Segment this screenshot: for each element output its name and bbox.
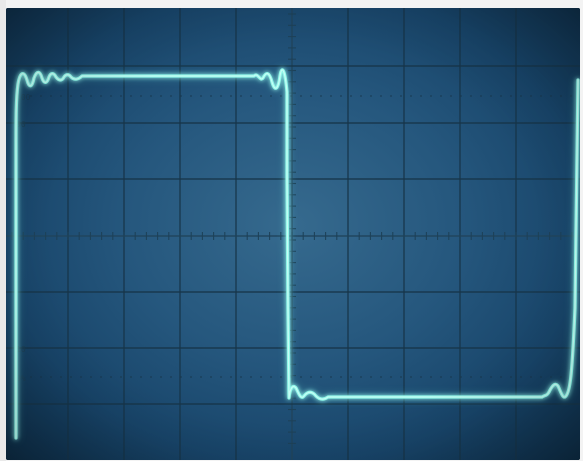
- oscilloscope-screen: 100 90 10 0%: [6, 8, 580, 460]
- scale-label-90: 90: [16, 120, 26, 129]
- scale-labels: 100 90 10 0%: [16, 93, 31, 383]
- scale-label-100: 100: [16, 93, 31, 102]
- major-grid: [6, 8, 580, 460]
- scale-label-0: 0%: [16, 374, 26, 383]
- reference-dotted-lines: [30, 95, 580, 378]
- outer-margin: [0, 0, 6, 461]
- square-wave-trace: [14, 68, 580, 440]
- scope-graticule: 100 90 10 0%: [6, 8, 580, 460]
- scale-label-10: 10: [16, 345, 26, 354]
